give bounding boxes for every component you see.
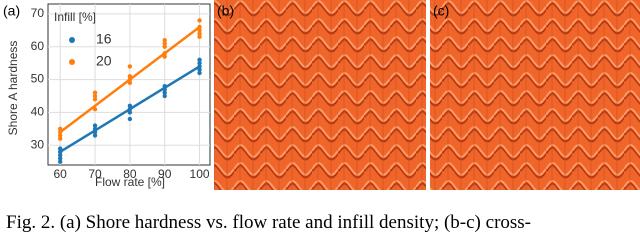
figure: (a) (b) (c) Flow rate [%] Shore A hardne… <box>3 0 640 190</box>
point <box>127 110 133 115</box>
point <box>197 24 202 30</box>
y-tick-label: 50 <box>31 72 45 86</box>
point <box>162 93 167 99</box>
x-tick-label: 90 <box>158 167 172 181</box>
point <box>197 31 202 36</box>
point <box>57 149 63 155</box>
legend-marker <box>69 59 75 65</box>
point <box>57 133 63 138</box>
panel-label: (a) <box>3 3 20 19</box>
point <box>92 129 98 135</box>
point <box>162 51 167 56</box>
point <box>197 28 202 33</box>
point <box>127 103 133 109</box>
point <box>92 97 98 102</box>
point <box>197 57 202 63</box>
point <box>162 87 167 92</box>
point <box>57 156 63 161</box>
legend-marker <box>69 37 75 43</box>
point <box>162 41 167 46</box>
point <box>127 64 133 69</box>
point <box>92 126 98 132</box>
photo <box>214 0 426 190</box>
photo <box>430 0 640 190</box>
legend-title: Infill [%] <box>54 10 96 24</box>
point <box>197 70 202 76</box>
point <box>197 34 202 40</box>
point <box>92 90 98 95</box>
point <box>92 93 98 99</box>
y-tick-label: 40 <box>31 105 45 119</box>
x-tick-label: 60 <box>54 167 68 181</box>
point <box>57 129 63 135</box>
point <box>57 152 63 158</box>
point <box>162 54 167 59</box>
point <box>92 133 98 138</box>
x-axis-label: Flow rate [%] <box>95 175 165 189</box>
point <box>127 80 133 86</box>
point <box>57 146 63 151</box>
y-tick-label: 30 <box>31 137 45 151</box>
point <box>162 37 167 43</box>
point <box>92 123 98 128</box>
point <box>57 159 63 164</box>
legend-label: 16 <box>96 31 112 47</box>
panel-label: (c) <box>433 3 449 19</box>
x-tick-label: 80 <box>123 167 137 181</box>
point <box>197 67 202 72</box>
x-tick-label: 70 <box>88 167 102 181</box>
point <box>162 83 167 89</box>
y-tick-label: 60 <box>31 39 45 53</box>
point <box>127 77 133 82</box>
point <box>92 106 98 112</box>
point <box>127 74 133 79</box>
point <box>197 60 202 66</box>
legend-label: 20 <box>96 53 112 69</box>
point <box>127 116 133 122</box>
caption: Fig. 2. (a) Shore hardness vs. flow rate… <box>6 212 532 233</box>
y-tick-label: 70 <box>31 6 45 20</box>
y-axis-label: Shore A hardness <box>6 41 20 136</box>
panel-label: (b) <box>217 3 234 19</box>
point <box>197 64 202 69</box>
point <box>127 106 133 112</box>
point <box>57 136 63 141</box>
point <box>197 18 202 23</box>
point <box>162 90 167 95</box>
x-tick-label: 100 <box>190 167 210 181</box>
point <box>162 44 167 49</box>
point <box>57 126 63 132</box>
